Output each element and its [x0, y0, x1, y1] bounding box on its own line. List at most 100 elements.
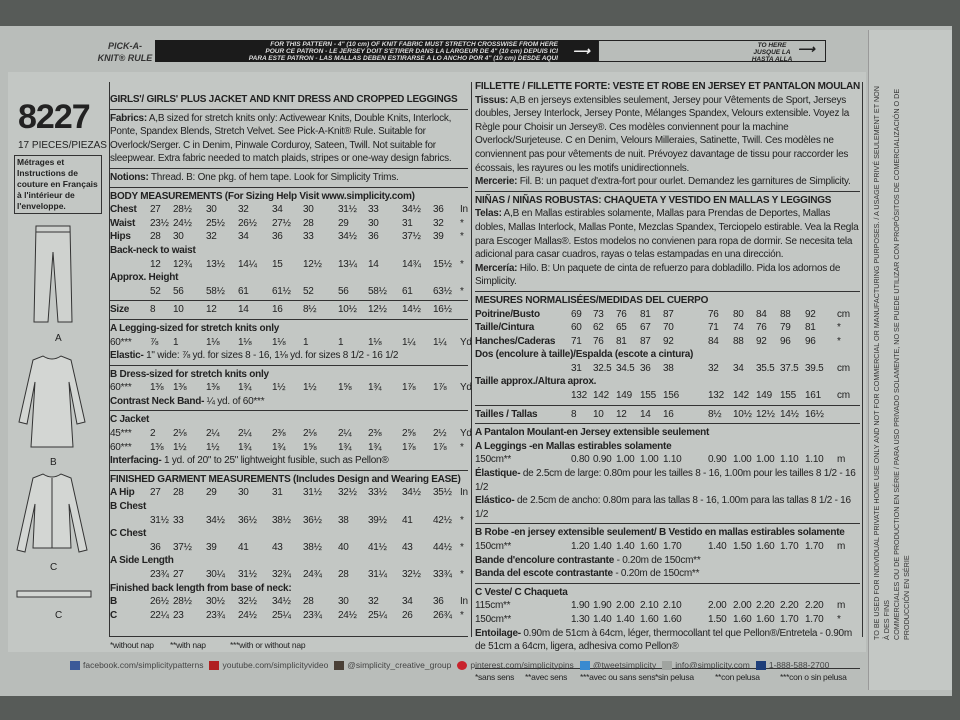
- divider: [110, 469, 468, 471]
- size-value: 10½: [733, 408, 752, 420]
- size-value: 1⅛: [206, 336, 220, 348]
- size-value: 8½: [303, 304, 317, 316]
- measurement-row: Tailles / Tallas 8 10 12 14 16 8½ 10½ 12½ 14½ 16½: [475, 408, 860, 422]
- section-heading: MESURES NORMALISÉES/MEDIDAS DEL CUERPO: [475, 294, 709, 306]
- unit: *: [460, 258, 464, 270]
- text-body: Hilo. B: Un paquete de cinta de refuerzo…: [475, 262, 841, 288]
- footnote: ***avec ou sans sens: [580, 671, 656, 682]
- size-value: 80: [733, 308, 744, 320]
- footnote: ***con o sin pelusa: [780, 671, 847, 682]
- size-value: 36½: [238, 514, 257, 526]
- measurement-row: 23¾ 27 30¼ 31½ 32¾ 24¾ 28 31¼ 32½ 33¾ *: [110, 568, 468, 582]
- envelope-flap: [868, 30, 952, 690]
- size-value: 32: [433, 217, 444, 229]
- footer-item-twitter: @tweetsimplicity: [579, 660, 656, 671]
- size-value: 2.00: [733, 600, 752, 612]
- divider: [110, 167, 468, 169]
- measurement-row: Hanches/Caderas 71 76 81 87 92 84 88 92 96 96 *: [475, 335, 860, 349]
- size-value: 31: [571, 362, 582, 374]
- row-label: C: [110, 609, 117, 621]
- size-value: 28: [303, 217, 314, 229]
- footnote: *without nap: [110, 640, 154, 651]
- footer-text: pinterest.com/simplicitypins: [470, 660, 574, 670]
- divider: [475, 290, 860, 292]
- section-heading: NIÑAS / NIÑAS ROBUSTAS: CHAQUETA Y VESTI…: [475, 194, 832, 206]
- size-value: 26½: [150, 596, 169, 608]
- size-value: 34½: [402, 487, 421, 499]
- piece-count: 17 PIECES/PIEZAS: [18, 140, 107, 151]
- twitter-icon: [579, 661, 590, 671]
- size-value: 22¼: [150, 609, 169, 621]
- size-value: 1⅞: [433, 441, 447, 453]
- instagram-icon: [334, 661, 345, 671]
- unit: *: [837, 613, 841, 625]
- size-value: 12½: [756, 408, 775, 420]
- text-block: Contrast Neck Band- ¼ yd. of 60***: [110, 395, 468, 409]
- neckband-illustration: [16, 590, 92, 598]
- divider: [109, 82, 110, 637]
- size-value: 132: [571, 390, 587, 402]
- text-block: Fabrics: A,B sized for stretch knits onl…: [110, 112, 468, 166]
- size-value: 1⅛: [368, 336, 382, 348]
- size-value: 2⅜: [368, 428, 382, 440]
- text-lead: Élastique-: [475, 468, 521, 480]
- pick-a-knit-bar: FOR THIS PATTERN - 4" (10 cm) OF KNIT FA…: [155, 40, 598, 62]
- size-value: 63½: [433, 285, 452, 297]
- measurement-row: 36 37½ 39 41 43 38½ 40 41½ 43 44½ *: [110, 541, 468, 555]
- unit: cm: [837, 362, 850, 374]
- size-value: 1.40: [593, 613, 612, 625]
- size-value: 37.5: [780, 362, 799, 374]
- arrow-right-icon: ⟶: [572, 44, 590, 58]
- size-value: 26: [402, 609, 413, 621]
- bar-line: POUR CE PATRON - LE JERSEY DOIT S'ETIRER…: [265, 48, 558, 55]
- measurement-row: Approx. Height: [110, 271, 468, 285]
- dress-illustration: [18, 355, 86, 448]
- text-block: Telas: A,B en Mallas estirables solament…: [475, 207, 860, 261]
- size-value: 1.70: [780, 541, 799, 552]
- size-value: 13½: [206, 258, 225, 270]
- text-block: Notions: Thread. B: One pkg. of hem tape…: [110, 171, 468, 185]
- bar-line: FOR THIS PATTERN - 4" (10 cm) OF KNIT FA…: [270, 41, 558, 48]
- size-value: 1.70: [663, 541, 682, 552]
- text-block: Elástico- de 2.5cm de ancho: 0.80m para …: [475, 494, 860, 521]
- size-value: 56: [338, 285, 349, 297]
- size-value: 30: [303, 204, 314, 216]
- size-value: 52: [303, 285, 314, 297]
- footer-item-email: info@simplicity.com: [662, 660, 750, 671]
- size-value: 2.20: [805, 600, 824, 612]
- size-value: 0.90: [593, 454, 612, 466]
- size-value: 34: [272, 204, 283, 216]
- footnote: *sans sens: [475, 671, 515, 682]
- row-label: Poitrine/Busto: [475, 308, 540, 320]
- size-value: 31½: [238, 569, 257, 580]
- size-value: 1.10: [780, 454, 799, 466]
- section-heading: FILLETTE / FILLETTE FORTE: VESTE ET ROBE…: [475, 81, 860, 92]
- size-value: 1.00: [640, 454, 659, 466]
- text-body: A,B en jerseys extensibles seulement, Je…: [475, 94, 850, 174]
- size-value: 8: [150, 304, 156, 316]
- row-label: C Chest: [110, 528, 147, 540]
- text-body: A,B sized for stretch knits only: Active…: [110, 112, 452, 165]
- row-label: Chest: [110, 204, 137, 216]
- text-body: ¼ yd. of 60***: [204, 395, 265, 407]
- size-value: 43: [402, 541, 413, 553]
- footer-item-pinterest: pinterest.com/simplicitypins: [457, 660, 574, 671]
- size-value: 14½: [402, 304, 421, 316]
- size-value: ⅞: [150, 336, 159, 348]
- unit: In: [460, 487, 468, 499]
- size-value: 31: [272, 487, 283, 499]
- size-value: 1⅛: [272, 336, 286, 348]
- size-value: 41: [402, 514, 413, 526]
- measurement-row: 60*** ⅞ 1 1⅛ 1⅛ 1⅛ 1 1 1⅛ 1¼ 1¼ Yd: [110, 336, 472, 350]
- text-block: Mercería: Hilo. B: Un paquete de cinta d…: [475, 262, 860, 289]
- size-value: 37½: [402, 231, 421, 243]
- size-value: 16: [272, 304, 283, 316]
- text-body: de 2.5cm de large: 0.80m pour les taille…: [475, 468, 856, 493]
- unit: *: [460, 514, 464, 526]
- text-lead: Mercería:: [475, 262, 518, 274]
- to-here-line: HASTA ALLA: [751, 56, 793, 63]
- divider: [475, 190, 860, 192]
- row-label: B: [110, 596, 117, 608]
- measurement-row: 45*** 2 2⅛ 2¼ 2¼ 2⅜ 2⅛ 2¼ 2⅜ 2⅝ 2½ Yd: [110, 427, 472, 441]
- size-value: 1¾: [368, 382, 382, 394]
